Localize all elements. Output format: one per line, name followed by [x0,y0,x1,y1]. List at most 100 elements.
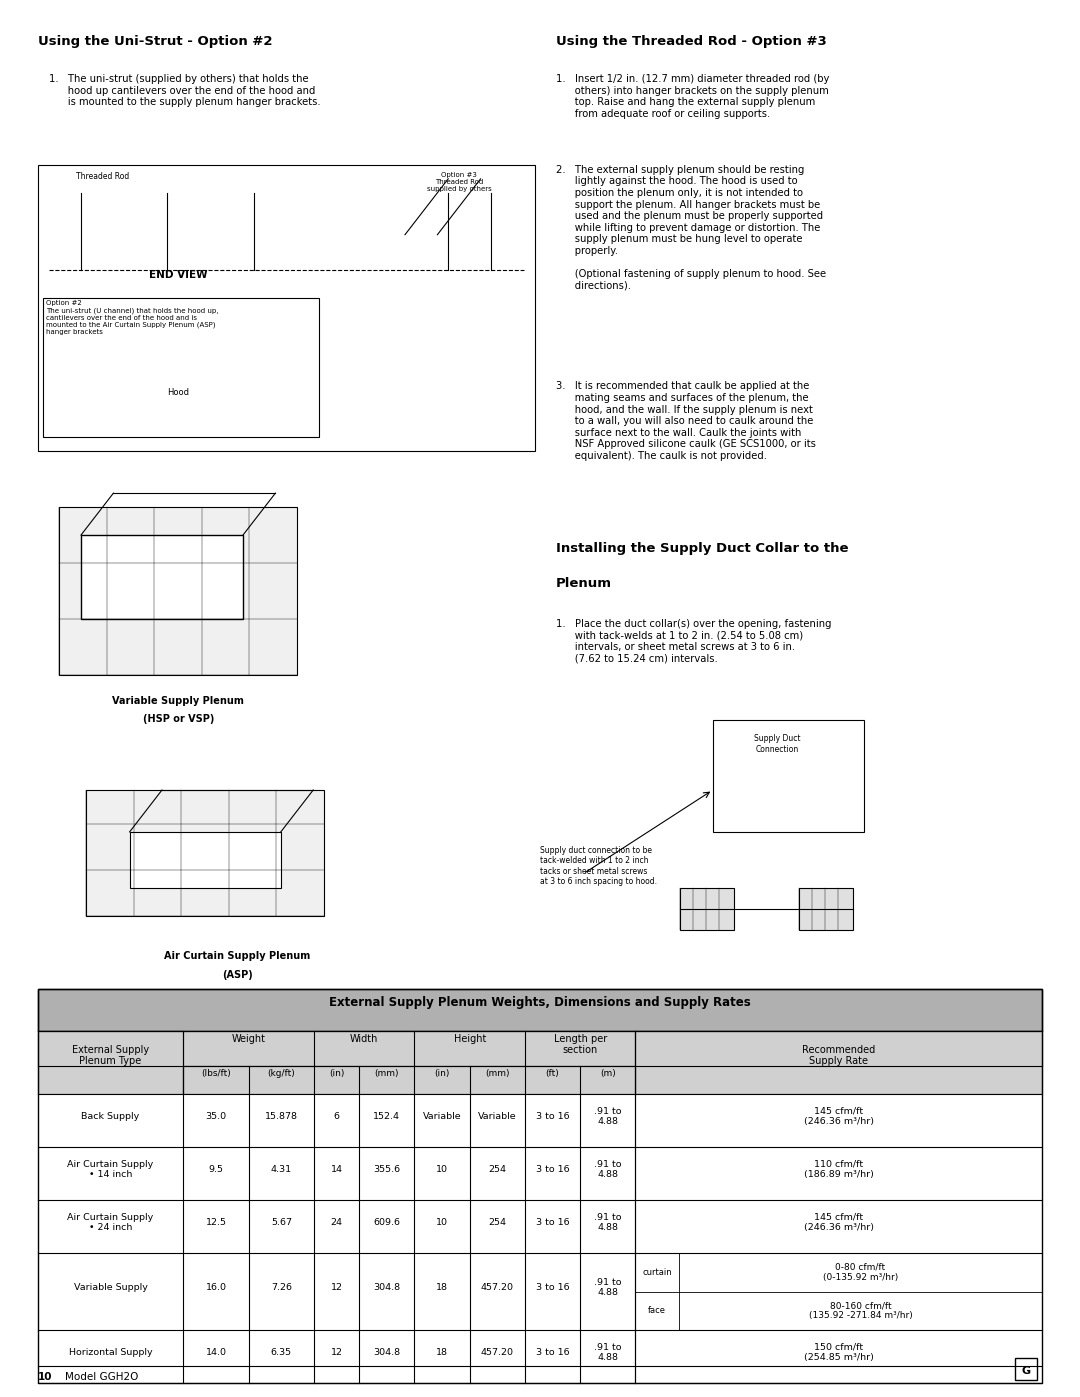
Bar [130,833,281,888]
Text: 18: 18 [436,1282,448,1292]
Text: (m): (m) [599,1069,616,1077]
Bar [81,535,243,619]
Bar [38,1253,1042,1330]
Text: 1.   Place the duct collar(s) over the opening, fastening
      with tack-welds : 1. Place the duct collar(s) over the ope… [556,619,832,664]
Text: Option #2
The uni-strut (U channel) that holds the hood up,
cantilevers over the: Option #2 The uni-strut (U channel) that… [46,300,219,335]
Bar [38,165,535,451]
Bar [38,989,1042,1031]
Text: Installing the Supply Duct Collar to the: Installing the Supply Duct Collar to the [556,542,849,555]
Text: Option #3
Threaded Rod
supplied by others: Option #3 Threaded Rod supplied by other… [427,172,491,191]
Text: 304.8: 304.8 [374,1348,401,1356]
Text: curtain: curtain [643,1268,672,1277]
Text: (lbs/ft): (lbs/ft) [201,1069,231,1077]
Text: 355.6: 355.6 [374,1165,401,1173]
Text: Using the Uni-Strut - Option #2: Using the Uni-Strut - Option #2 [38,35,272,47]
Text: 254: 254 [488,1218,507,1227]
Text: 3 to 16: 3 to 16 [536,1165,569,1173]
Text: (ASP): (ASP) [222,970,253,979]
Text: Height: Height [454,1034,486,1044]
Text: Air Curtain Supply Plenum: Air Curtain Supply Plenum [164,951,311,961]
Text: (in): (in) [329,1069,345,1077]
Text: 3 to 16: 3 to 16 [536,1282,569,1292]
Text: Hood: Hood [167,388,189,397]
Text: 12.5: 12.5 [205,1218,227,1227]
Bar [713,721,864,833]
Text: 10: 10 [38,1372,52,1382]
Text: Threaded Rod: Threaded Rod [76,172,130,180]
Text: 6.35: 6.35 [271,1348,292,1356]
Text: Air Curtain Supply
• 24 inch: Air Curtain Supply • 24 inch [67,1213,153,1232]
Text: 304.8: 304.8 [374,1282,401,1292]
Bar [38,1031,184,1094]
Text: 457.20: 457.20 [481,1282,514,1292]
Text: 15.878: 15.878 [265,1112,298,1120]
Text: External Supply Plenum Weights, Dimensions and Supply Rates: External Supply Plenum Weights, Dimensio… [329,996,751,1009]
Text: 14: 14 [330,1165,342,1173]
Text: 16.0: 16.0 [205,1282,227,1292]
Bar [38,989,1042,1383]
Text: 24: 24 [330,1218,342,1227]
Text: .91 to
4.88: .91 to 4.88 [594,1160,622,1179]
Text: Weight: Weight [232,1034,266,1044]
Text: 152.4: 152.4 [374,1112,401,1120]
Text: 5.67: 5.67 [271,1218,292,1227]
Text: (HSP or VSP): (HSP or VSP) [143,714,214,724]
Text: 145 cfm/ft
(246.36 m³/hr): 145 cfm/ft (246.36 m³/hr) [804,1106,874,1126]
Text: Horizontal Supply: Horizontal Supply [69,1348,152,1356]
Text: Variable: Variable [478,1112,516,1120]
Text: 9.5: 9.5 [208,1165,224,1173]
Text: 457.20: 457.20 [481,1348,514,1356]
Text: G: G [1022,1366,1030,1376]
Text: 1.   Insert 1/2 in. (12.7 mm) diameter threaded rod (by
      others) into hange: 1. Insert 1/2 in. (12.7 mm) diameter thr… [556,74,829,119]
Text: Supply Duct
Connection: Supply Duct Connection [754,735,801,753]
Text: 3.   It is recommended that caulk be applied at the
      mating seams and surfa: 3. It is recommended that caulk be appli… [556,381,816,461]
Text: 3 to 16: 3 to 16 [536,1218,569,1227]
Text: .91 to
4.88: .91 to 4.88 [594,1343,622,1362]
Text: 4.31: 4.31 [271,1165,292,1173]
Bar [59,507,297,675]
Bar [680,888,734,930]
Text: 145 cfm/ft
(246.36 m³/hr): 145 cfm/ft (246.36 m³/hr) [804,1213,874,1232]
Text: Back Supply: Back Supply [81,1112,139,1120]
Text: (mm): (mm) [375,1069,400,1077]
Text: .91 to
4.88: .91 to 4.88 [594,1278,622,1296]
Bar [38,1031,1042,1066]
Text: Model GGH2O: Model GGH2O [65,1372,138,1382]
Text: 110 cfm/ft
(186.89 m³/hr): 110 cfm/ft (186.89 m³/hr) [804,1160,874,1179]
Text: 1.   The uni-strut (supplied by others) that holds the
      hood up cantilevers: 1. The uni-strut (supplied by others) th… [49,74,321,108]
Text: 10: 10 [436,1218,448,1227]
Text: External Supply
Plenum Type: External Supply Plenum Type [72,1045,149,1066]
Text: 609.6: 609.6 [374,1218,401,1227]
Bar [86,791,324,916]
Text: 3 to 16: 3 to 16 [536,1112,569,1120]
Bar [38,1330,1042,1383]
Text: 10: 10 [436,1165,448,1173]
Bar [38,1094,1042,1147]
Text: 14.0: 14.0 [205,1348,227,1356]
Text: 150 cfm/ft
(254.85 m³/hr): 150 cfm/ft (254.85 m³/hr) [804,1343,874,1362]
Text: 3 to 16: 3 to 16 [536,1348,569,1356]
Bar [43,298,319,437]
Bar [184,1066,635,1094]
Text: Width: Width [350,1034,378,1044]
Text: 7.26: 7.26 [271,1282,292,1292]
Text: Using the Threaded Rod - Option #3: Using the Threaded Rod - Option #3 [556,35,827,47]
Text: 18: 18 [436,1348,448,1356]
Text: 2.   The external supply plenum should be resting
      lightly against the hood: 2. The external supply plenum should be … [556,165,826,291]
Text: Air Curtain Supply
• 14 inch: Air Curtain Supply • 14 inch [67,1160,153,1179]
Text: (kg/ft): (kg/ft) [268,1069,295,1077]
Text: 35.0: 35.0 [205,1112,227,1120]
Text: .91 to
4.88: .91 to 4.88 [594,1213,622,1232]
Text: Recommended
Supply Rate: Recommended Supply Rate [802,1045,876,1066]
Bar [1015,1358,1037,1380]
Bar [635,1031,1042,1094]
Text: Variable: Variable [422,1112,461,1120]
Bar [38,1200,1042,1253]
Text: (mm): (mm) [485,1069,510,1077]
Text: Length per
section: Length per section [554,1034,607,1055]
Text: (in): (in) [434,1069,449,1077]
Text: 6: 6 [334,1112,339,1120]
Text: Supply duct connection to be
tack-welded with 1 to 2 inch
tacks or sheet metal s: Supply duct connection to be tack-welded… [540,847,657,886]
Text: Plenum: Plenum [556,577,612,590]
Text: 0-80 cfm/ft
(0-135.92 m³/hr): 0-80 cfm/ft (0-135.92 m³/hr) [823,1263,899,1282]
